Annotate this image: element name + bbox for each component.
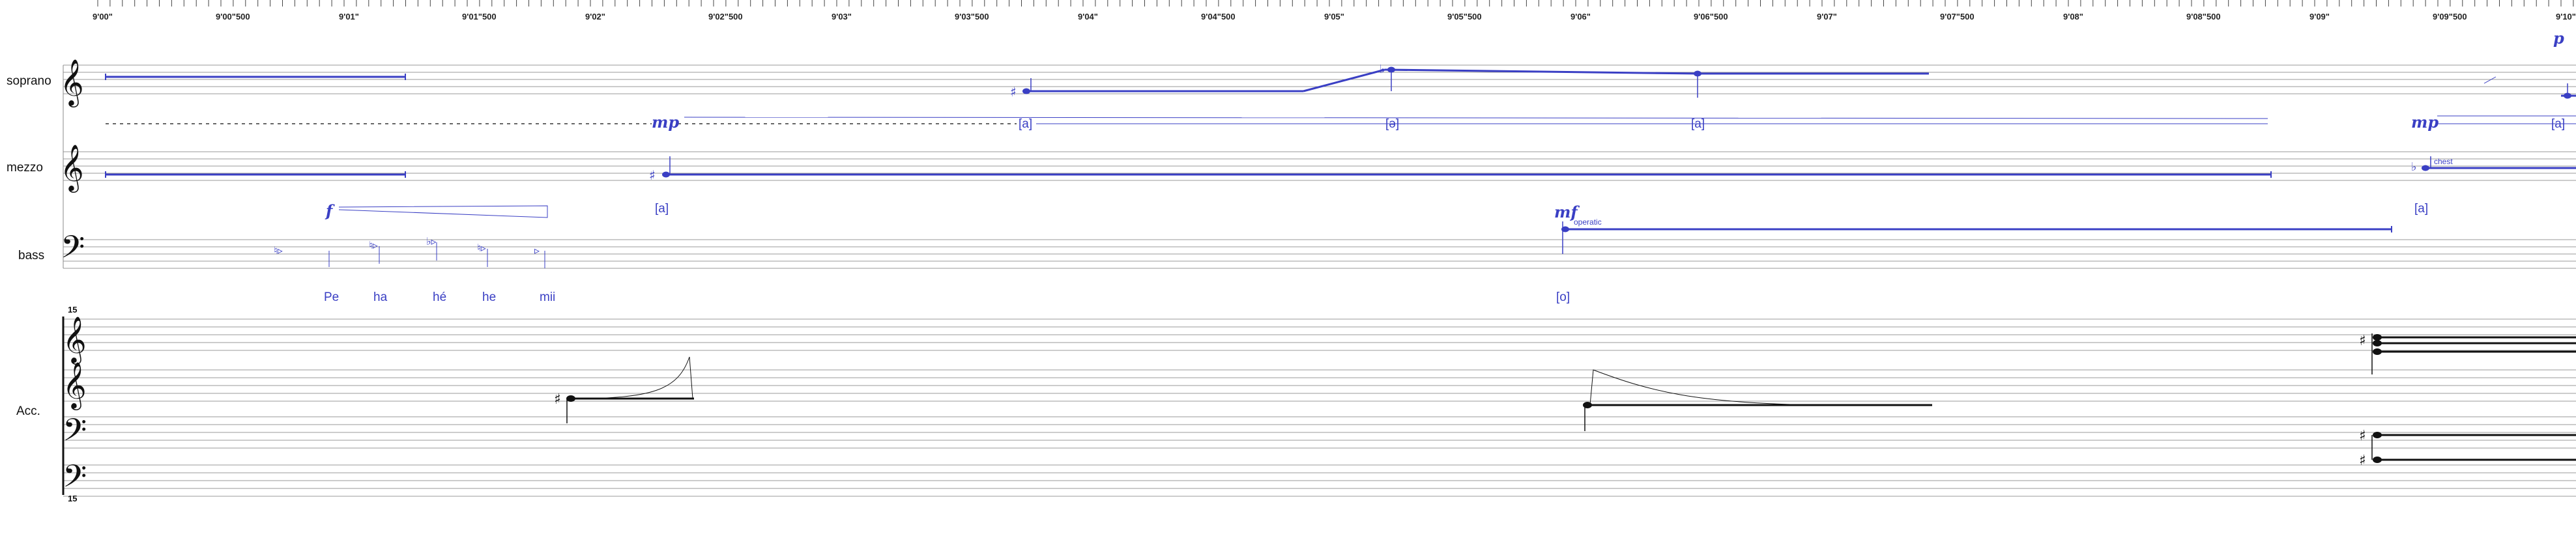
bass-clef-icon: 𝄢 [63, 412, 87, 456]
timeline-tick-label: 9'09"500 [2433, 12, 2467, 21]
timeline-tick-label: 9'08"500 [2186, 12, 2221, 21]
lyric: mii [540, 290, 555, 304]
timeline-tick-label: 9'01" [339, 12, 359, 21]
staff-name-accordion: Acc. [16, 404, 40, 418]
accordion-noteheads [566, 334, 2382, 463]
timeline-tick-label: 9'09" [2309, 12, 2330, 21]
bass-events [338, 205, 2392, 254]
staff-name-bass: bass [18, 249, 44, 262]
dynamic-marking: f [325, 201, 335, 220]
timeline-tick-label: 9'08" [2063, 12, 2083, 21]
bass-clef-icon: 𝄢 [61, 229, 85, 273]
bass-clef-icon: 𝄢 [63, 458, 87, 502]
octave-marker-bottom: 15 [68, 494, 77, 503]
mezzo-events [105, 156, 2576, 178]
bass-glissandi: ♮▹ ♮▹ ♭▹ ♮▹ ▹ [274, 235, 545, 268]
soprano-noteheads [1022, 66, 2571, 99]
timeline-tick-label: 9'02"500 [708, 12, 743, 21]
svg-text:▹: ▹ [534, 244, 540, 257]
svg-text:♮▹: ♮▹ [274, 244, 283, 257]
timeline-tick-label: 9'03"500 [955, 12, 989, 21]
technique-label: operatic [1574, 218, 1602, 227]
mezzo-noteheads [662, 165, 2429, 178]
timeline-tick-label: 9'06"500 [1694, 12, 1728, 21]
treble-clef-icon: 𝄞 [60, 58, 84, 107]
timeline-tick-label: 9'00"500 [216, 12, 250, 21]
timeline-tick-label: 9'06" [1570, 12, 1591, 21]
treble-clef-icon: 𝄞 [60, 143, 84, 193]
svg-text:♭▹: ♭▹ [426, 235, 437, 247]
treble-clef-icon: 𝄞 [63, 315, 87, 365]
timeline-tick-label: 9'05" [1324, 12, 1344, 21]
sharp-icon: ♯ [2359, 453, 2366, 469]
sharp-icon: ♯ [2359, 333, 2366, 349]
lyric: Pe [324, 290, 339, 304]
svg-text:♮▹: ♮▹ [477, 242, 486, 254]
dynamic-marking: mp [2411, 113, 2439, 132]
timeline-tick-label: 9'00" [93, 12, 113, 21]
technique-label: chest [2434, 157, 2453, 166]
flat-icon: ♭ [2411, 160, 2417, 174]
dynamic-marking: p [2553, 29, 2564, 48]
timeline-tick-label: 9'10" [2556, 12, 2576, 21]
timeline-tick-label: 9'04" [1078, 12, 1098, 21]
notehead [1561, 226, 1569, 232]
lyric: he [482, 290, 496, 304]
staff-name-mezzo: mezzo [7, 161, 43, 175]
timeline-tick-label: 9'04"500 [1201, 12, 1236, 21]
sharp-icon: ♯ [2359, 428, 2366, 444]
timeline-tick-label: 9'03" [832, 12, 852, 21]
accordion-events [566, 333, 2576, 461]
octave-marker-top: 15 [68, 305, 77, 315]
timeline-tick-label: 9'05"500 [1447, 12, 1482, 21]
lyric: [o] [1556, 290, 1570, 304]
sharp-icon: ♯ [649, 167, 656, 183]
timeline-tick-label: 9'01"500 [462, 12, 497, 21]
lyric: ha [373, 290, 388, 304]
lyric: hé [433, 290, 446, 304]
timeline-tick-label: 9'02" [585, 12, 605, 21]
soprano-events [105, 68, 2576, 98]
sharp-icon: ♯ [1010, 84, 1017, 100]
dynamic-marking: mp [652, 113, 679, 132]
dynamic-marking: mf [1554, 203, 1580, 221]
timeline-tick-label: 9'07"500 [1940, 12, 1975, 21]
staff-lines [63, 64, 2576, 497]
lyric: [a] [2414, 202, 2428, 216]
svg-text:♮▹: ♮▹ [369, 239, 378, 251]
timeline-ruler: 9'00" 9'00"500 9'01" 9'01"500 9'02" 9'02"500 9… [93, 0, 2576, 21]
flat-icon: ♭ [1380, 63, 1385, 76]
lyric: [a] [655, 202, 669, 216]
timeline-tick-label: 9'07" [1817, 12, 1837, 21]
lyric: [a] [1019, 117, 1032, 131]
treble-clef-icon: 𝄞 [63, 361, 87, 410]
staff-name-soprano: soprano [7, 74, 51, 88]
sharp-icon: ♯ [554, 391, 561, 408]
